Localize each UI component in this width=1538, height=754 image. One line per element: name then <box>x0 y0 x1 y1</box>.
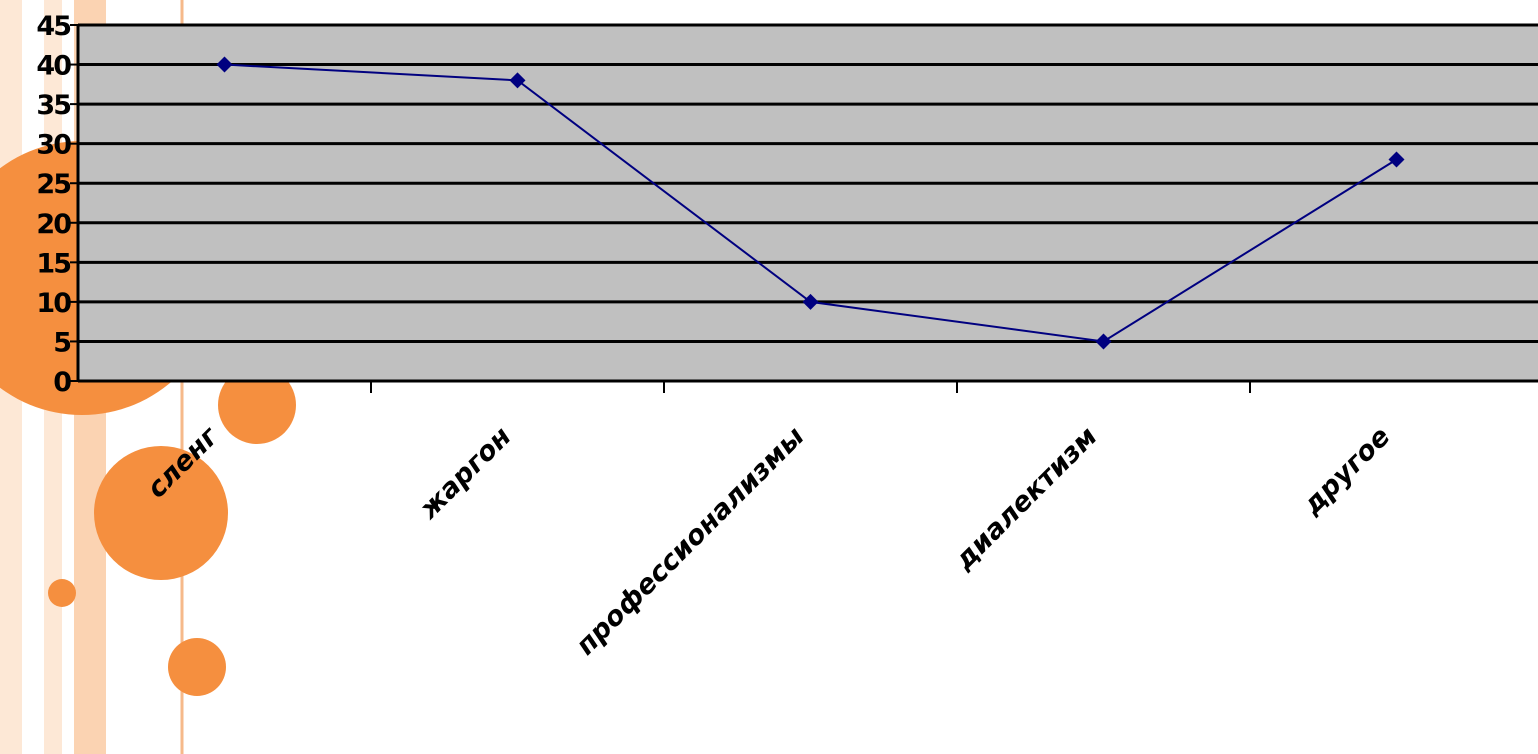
x-tick-marks <box>370 381 1251 393</box>
data-point-marker <box>1095 333 1112 350</box>
x-category-labels: сленг жаргон профессионализмы диалектизм дру… <box>141 420 1396 661</box>
plot-area <box>78 25 1538 381</box>
y-tick-label: 10 <box>36 288 71 319</box>
x-category-label: другое <box>1296 421 1396 521</box>
y-tick-label: 15 <box>36 248 70 279</box>
y-tick-label: 30 <box>36 130 71 161</box>
y-tick-label: 20 <box>36 209 71 240</box>
data-point-marker <box>509 72 526 89</box>
y-tick-label: 5 <box>53 327 70 358</box>
y-tick-label: 35 <box>36 90 70 121</box>
x-category-label: диалектизм <box>948 421 1103 576</box>
decor-circle-small <box>168 638 226 696</box>
decor-circle-medium <box>218 366 296 444</box>
series-markers <box>216 56 1405 350</box>
gridlines <box>78 23 1538 343</box>
x-category-label: сленг <box>141 420 225 504</box>
decor-circle-tiny <box>48 579 76 607</box>
y-tick-label: 45 <box>36 11 70 42</box>
y-tick-label: 40 <box>36 51 71 82</box>
decor-circle-label <box>94 446 228 580</box>
data-point-marker <box>216 56 233 73</box>
y-tick-label: 25 <box>36 169 70 200</box>
x-category-label: профессионализмы <box>570 421 810 661</box>
data-point-marker <box>802 293 819 310</box>
y-tick-label: 0 <box>53 367 71 398</box>
data-point-marker <box>1388 151 1405 168</box>
x-category-label: жаргон <box>412 421 517 526</box>
y-tick-labels: 0 5 10 15 20 25 30 35 40 45 <box>36 11 78 398</box>
